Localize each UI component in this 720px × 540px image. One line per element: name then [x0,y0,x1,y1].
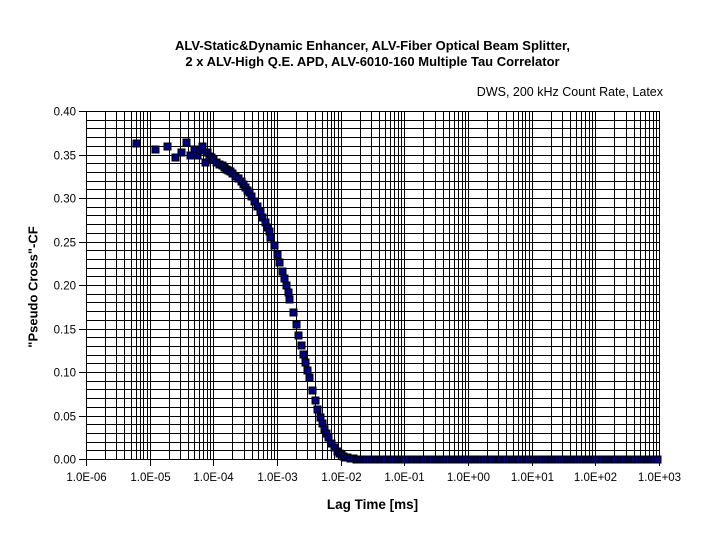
y-tick-label: 0.25 [54,238,76,250]
x-tick-label: 1.0E+03 [638,472,681,484]
data-point [273,250,282,259]
data-point [132,139,141,148]
data-point [282,281,291,290]
data-point [270,241,279,250]
y-tick-label: 0.00 [54,455,76,467]
chart-title-line1: ALV-Static&Dynamic Enhancer, ALV-Fiber O… [175,38,570,53]
chart-title: ALV-Static&Dynamic Enhancer, ALV-Fiber O… [86,38,659,70]
data-point [292,320,301,329]
data-point [177,148,186,157]
data-point [294,331,303,340]
x-tick-label: 1.0E-01 [384,472,424,484]
y-tick-label: 0.05 [54,412,76,424]
y-tick-label: 0.15 [54,325,76,337]
y-tick-label: 0.10 [54,368,76,380]
x-tick-label: 1.0E+02 [574,472,617,484]
data-point [278,267,287,276]
chart-annotation: DWS, 200 kHz Count Rate, Latex [476,85,663,99]
axis-ticks [79,111,660,466]
data-point [305,373,314,382]
data-point [299,350,308,359]
x-tick-label: 1.0E-04 [193,472,234,484]
data-point [311,396,320,405]
y-tick-label: 0.40 [54,107,76,119]
y-tick-label: 0.30 [54,194,76,206]
data-point [284,288,293,297]
data-point [171,153,180,162]
chart-title-line2: 2 x ALV-High Q.E. APD, ALV-6010-160 Mult… [185,54,560,69]
x-tick-label: 1.0E-06 [66,472,106,484]
x-tick-label: 1.0E-05 [130,472,170,484]
data-point [266,233,275,242]
y-axis-label: "Pseudo Cross"-CF [25,226,41,348]
x-tick-label: 1.0E+01 [511,472,554,484]
x-tick-label: 1.0E+00 [447,472,490,484]
data-point [163,142,172,151]
data-point [151,145,160,154]
data-point [297,341,306,350]
data-point [313,405,322,414]
data-point [301,358,310,367]
data-point [198,142,207,151]
x-tick-label: 1.0E-02 [321,472,361,484]
data-point [280,274,289,283]
x-axis-label: Lag Time [ms] [326,497,419,512]
y-tick-label: 0.20 [54,281,76,293]
data-point [303,366,312,375]
data-point [182,138,191,147]
data-point [653,455,662,464]
data-series [132,138,662,464]
data-point [275,258,284,267]
data-point [308,386,317,395]
data-point [285,295,294,304]
data-point [289,308,298,317]
y-tick-label: 0.35 [54,151,76,163]
grid-lines [86,111,660,460]
x-tick-label: 1.0E-03 [257,472,297,484]
